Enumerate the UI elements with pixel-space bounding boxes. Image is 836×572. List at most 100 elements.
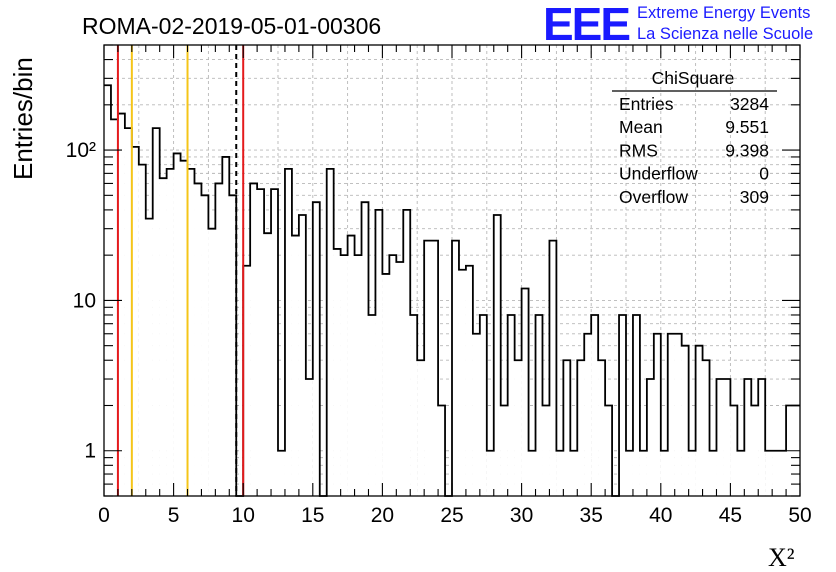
stats-row-label: Underflow bbox=[619, 164, 698, 184]
histogram-bin bbox=[598, 360, 606, 496]
x-tick-label: 30 bbox=[510, 504, 533, 527]
histogram-bin bbox=[117, 113, 125, 496]
histogram-bin bbox=[667, 333, 675, 496]
histogram-bin bbox=[375, 209, 383, 496]
histogram-bin bbox=[222, 156, 230, 496]
histogram-bin bbox=[389, 255, 397, 496]
histogram-bin bbox=[340, 255, 348, 496]
histogram-bin bbox=[674, 333, 682, 496]
histogram-bin bbox=[159, 178, 167, 496]
histogram-bin bbox=[215, 183, 223, 496]
histogram-bin bbox=[166, 168, 174, 496]
histogram-bin bbox=[452, 240, 459, 496]
histogram-bin bbox=[479, 314, 487, 496]
histogram-bin bbox=[563, 360, 571, 496]
histogram-bin bbox=[110, 119, 118, 496]
histogram-bin bbox=[201, 195, 209, 497]
stats-title: ChiSquare bbox=[652, 68, 735, 88]
histogram-bin bbox=[709, 450, 717, 496]
histogram-bin bbox=[298, 214, 306, 496]
histogram-bin bbox=[131, 146, 139, 496]
chart-title: ROMA-02-2019-05-01-00306 bbox=[82, 13, 381, 39]
histogram-bin bbox=[507, 314, 515, 496]
histogram-bin bbox=[556, 450, 564, 496]
histogram-bin bbox=[584, 333, 592, 496]
logo-mark: EEE bbox=[543, 0, 629, 50]
histogram-bin bbox=[278, 450, 285, 496]
y-tick-label: 10² bbox=[66, 139, 96, 162]
histogram-bin bbox=[180, 160, 188, 496]
histogram-bin bbox=[535, 314, 543, 496]
histogram-bin bbox=[619, 314, 626, 496]
histogram-bin bbox=[264, 233, 272, 496]
logo-line-2: La Scienza nelle Scuole bbox=[637, 25, 813, 43]
histogram-bin bbox=[681, 345, 689, 496]
histogram-bin bbox=[257, 189, 265, 496]
y-tick-label: 1 bbox=[84, 440, 96, 463]
logo: EEE Extreme Energy Events La Scienza nel… bbox=[543, 0, 813, 50]
histogram-bin bbox=[779, 450, 787, 496]
histogram-bin bbox=[772, 450, 780, 496]
histogram-bin bbox=[187, 168, 195, 496]
logo-line-1: Extreme Energy Events bbox=[637, 4, 810, 22]
x-tick-label: 45 bbox=[719, 504, 742, 527]
histogram-bin bbox=[208, 228, 216, 496]
histogram-bin bbox=[695, 345, 703, 496]
x-tick-label: 5 bbox=[168, 504, 180, 527]
x-tick-label: 10 bbox=[232, 504, 255, 527]
axis-ticks: 0 5 10 15 20 25 30 35 40 45 50 1 10 10² bbox=[66, 44, 812, 527]
histogram-bin bbox=[124, 128, 132, 496]
histogram-bin bbox=[145, 218, 153, 497]
stats-row-value: 309 bbox=[740, 187, 769, 207]
histogram-bin bbox=[660, 450, 668, 496]
histogram-bin bbox=[417, 360, 425, 496]
x-axis-label: X² bbox=[768, 543, 795, 572]
stats-row-label: RMS bbox=[619, 140, 658, 160]
stats-row-value: 3284 bbox=[730, 94, 769, 114]
histogram-bin bbox=[528, 450, 536, 496]
histogram-bin bbox=[730, 405, 738, 496]
histogram-bin bbox=[104, 85, 111, 497]
x-tick-label: 50 bbox=[788, 504, 811, 527]
stats-rows: Entries 3284 Mean 9.551 RMS 9.398 Underflow 0 Ov… bbox=[619, 94, 769, 207]
histogram-bin bbox=[347, 235, 355, 496]
y-axis-label: Entries/bin bbox=[8, 57, 38, 180]
x-tick-label: 40 bbox=[649, 504, 672, 527]
histogram-bin bbox=[138, 164, 146, 497]
histogram-bin bbox=[765, 450, 773, 496]
histogram-bin bbox=[591, 314, 599, 496]
histogram bbox=[104, 84, 800, 497]
histogram-bin bbox=[639, 450, 647, 496]
histogram-bin bbox=[702, 360, 710, 496]
histogram-bin bbox=[396, 262, 404, 496]
histogram-bin bbox=[458, 269, 466, 496]
histogram-bin bbox=[716, 379, 724, 496]
histogram-bin bbox=[382, 273, 390, 496]
x-tick-label: 15 bbox=[301, 504, 324, 527]
x-tick-label: 20 bbox=[371, 504, 394, 527]
histogram-bin bbox=[333, 248, 341, 496]
histogram-bin bbox=[570, 450, 578, 496]
x-tick-label: 35 bbox=[580, 504, 603, 527]
histogram-bin bbox=[744, 379, 752, 496]
histogram-bin bbox=[626, 450, 633, 496]
histogram-bin bbox=[312, 202, 320, 496]
histogram-bin bbox=[194, 183, 202, 496]
histogram-bin bbox=[438, 405, 446, 496]
stats-row-label: Mean bbox=[619, 117, 663, 137]
stats-box: ChiSquare Entries 3284 Mean 9.551 RMS 9.398 Un… bbox=[612, 68, 777, 207]
histogram-bin bbox=[368, 314, 376, 496]
stats-row-label: Overflow bbox=[619, 187, 688, 207]
histogram-bin bbox=[424, 240, 432, 496]
histogram-bin bbox=[493, 214, 501, 496]
stats-row-label: Entries bbox=[619, 94, 674, 114]
histogram-bin bbox=[410, 314, 418, 496]
reference-lines bbox=[116, 45, 245, 496]
histogram-bin bbox=[500, 405, 508, 496]
histogram-bin bbox=[577, 360, 585, 496]
histogram-bin bbox=[646, 379, 654, 496]
histogram-bin bbox=[305, 379, 313, 496]
histogram-bin bbox=[403, 209, 411, 496]
histogram-bin bbox=[361, 202, 369, 496]
